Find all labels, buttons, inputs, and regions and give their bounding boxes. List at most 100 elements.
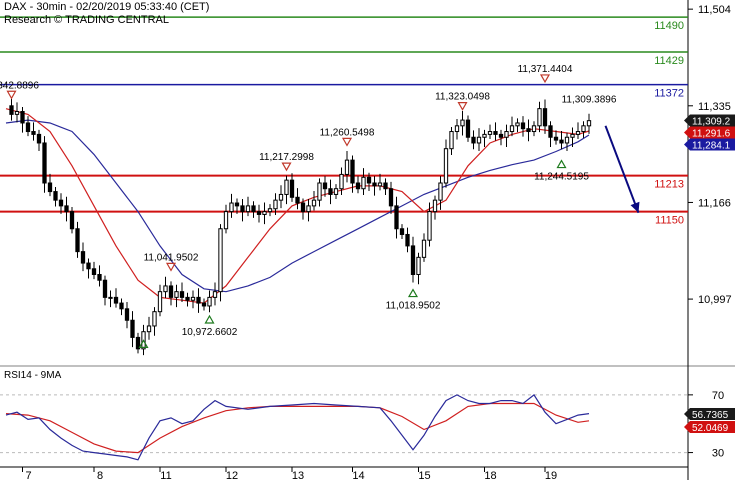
candle-down bbox=[135, 336, 141, 350]
price-tag-label: 11,291.6 bbox=[692, 129, 731, 140]
candle-down bbox=[256, 211, 262, 215]
ma-slow-line bbox=[5, 119, 590, 293]
candle-down bbox=[20, 111, 25, 124]
candle-down bbox=[58, 199, 64, 207]
candle-down bbox=[53, 191, 58, 201]
candle-down bbox=[97, 274, 102, 281]
annotation-label: 11,342.8896 bbox=[0, 80, 39, 91]
candle-up bbox=[284, 179, 289, 195]
x-tick-label: 14 bbox=[352, 470, 364, 480]
candle-down bbox=[471, 136, 476, 144]
candle-down bbox=[328, 188, 333, 195]
candle-up bbox=[531, 125, 537, 133]
level-label-11490: 11490 bbox=[654, 20, 684, 32]
candle-up bbox=[421, 239, 427, 258]
candle-down bbox=[80, 251, 86, 264]
x-tick-label: 15 bbox=[418, 470, 430, 480]
candle-down bbox=[185, 296, 190, 301]
candle-up bbox=[454, 125, 460, 133]
candle-down bbox=[25, 122, 31, 133]
x-tick-label: 12 bbox=[226, 470, 238, 480]
candle-down bbox=[498, 133, 504, 138]
y-tick-label: 11,335 bbox=[698, 101, 731, 113]
candle-down bbox=[69, 211, 75, 230]
candle-up bbox=[564, 136, 570, 144]
candle-up bbox=[245, 205, 251, 213]
level-label-11429: 11429 bbox=[654, 55, 684, 67]
level-label-11150: 11150 bbox=[655, 215, 684, 227]
rsi-tag-label: 56.7365 bbox=[692, 410, 729, 421]
candle-up bbox=[443, 148, 449, 184]
candle-down bbox=[520, 122, 526, 130]
candle-down bbox=[86, 262, 91, 270]
candle-down bbox=[42, 142, 47, 184]
candle-up bbox=[504, 131, 509, 138]
candle-up bbox=[317, 182, 322, 201]
candle-down bbox=[251, 205, 256, 213]
candle-up bbox=[218, 228, 223, 293]
candle-down bbox=[300, 202, 306, 213]
candle-down bbox=[130, 319, 135, 338]
candle-up bbox=[438, 182, 443, 201]
price-tag-box bbox=[684, 138, 735, 151]
price-tag-label: 11,284.1 bbox=[692, 141, 731, 152]
marker-up-triangle bbox=[556, 159, 567, 169]
marker-down-triangle bbox=[457, 102, 468, 111]
marker-down-triangle bbox=[281, 162, 292, 172]
candle-up bbox=[223, 211, 229, 230]
candle-down bbox=[9, 105, 14, 115]
candle-up bbox=[361, 176, 366, 190]
candle-up bbox=[278, 193, 284, 201]
rsi-tag-box bbox=[684, 407, 735, 420]
candle-down bbox=[542, 108, 548, 127]
candle-down bbox=[119, 302, 124, 310]
candle-up bbox=[377, 182, 383, 187]
candle-up bbox=[157, 291, 163, 313]
candle-up bbox=[432, 199, 438, 213]
marker-down-triangle bbox=[539, 74, 551, 84]
y-tick-label: 11,166 bbox=[698, 197, 731, 209]
x-tick-label: 13 bbox=[292, 470, 304, 480]
candle-up bbox=[460, 119, 465, 127]
forecast-arrow bbox=[604, 125, 640, 214]
rsi-line bbox=[5, 394, 590, 461]
candle-down bbox=[399, 228, 405, 235]
candle-down bbox=[113, 296, 119, 304]
x-tick-label: 19 bbox=[545, 470, 557, 480]
annotation-label: 11,323.0498 bbox=[435, 92, 490, 103]
candle-up bbox=[152, 311, 157, 327]
candle-down bbox=[91, 268, 97, 275]
candle-down bbox=[350, 159, 355, 184]
price-tag-box bbox=[684, 126, 735, 139]
x-tick-label: 7 bbox=[25, 470, 31, 480]
candle-down bbox=[295, 196, 300, 204]
candle-down bbox=[179, 291, 185, 298]
y-tick-label: 11,504 bbox=[698, 4, 731, 16]
candle-down bbox=[75, 228, 80, 253]
annotation-label: 11,309.3896 bbox=[562, 94, 617, 105]
candle-down bbox=[196, 296, 201, 304]
candle-up bbox=[190, 296, 196, 301]
candle-down bbox=[372, 182, 377, 187]
candle-up bbox=[267, 208, 273, 213]
candle-down bbox=[355, 182, 361, 190]
candle-up bbox=[575, 131, 581, 135]
annotation-label: 10,972.6602 bbox=[182, 327, 238, 338]
candle-up bbox=[487, 131, 493, 135]
marker-down-triangle bbox=[341, 137, 353, 147]
marker-down-triangle bbox=[6, 90, 17, 100]
forecast-arrow-head bbox=[630, 201, 640, 213]
candle-up bbox=[482, 133, 487, 138]
annotation-label: 11,217.2998 bbox=[259, 152, 314, 163]
candle-up bbox=[449, 131, 454, 150]
x-tick-label: 8 bbox=[97, 470, 103, 480]
level-label-11372: 11372 bbox=[654, 88, 684, 100]
candle-down bbox=[383, 182, 388, 190]
marker-up-triangle bbox=[204, 314, 215, 324]
candle-up bbox=[163, 285, 168, 293]
candle-up bbox=[174, 291, 179, 298]
candle-down bbox=[124, 308, 130, 321]
rsi-y-tick-label: 30 bbox=[712, 448, 724, 460]
candle-up bbox=[586, 120, 592, 127]
candle-down bbox=[493, 131, 498, 135]
